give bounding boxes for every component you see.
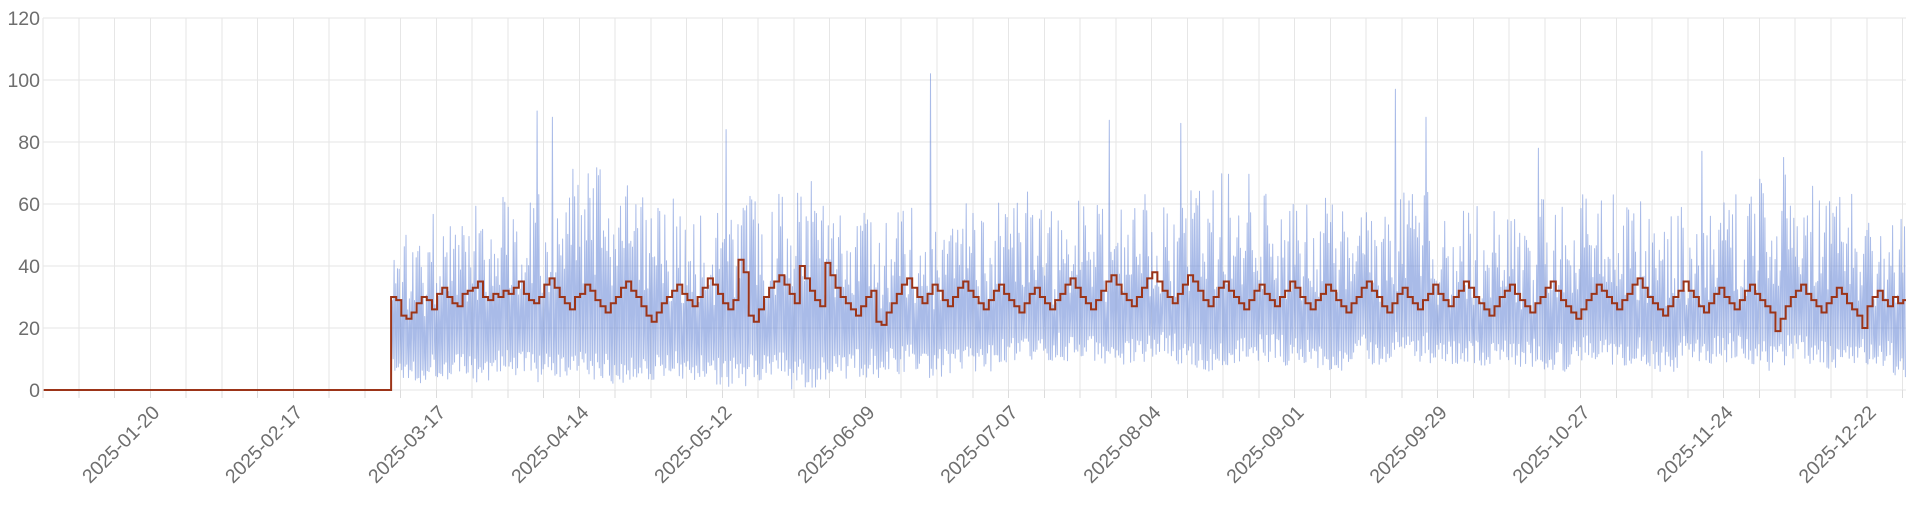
y-axis-label: 20 [18, 318, 40, 340]
y-axis-label: 60 [18, 194, 40, 216]
y-axis-label: 120 [7, 8, 40, 30]
y-axis-label: 100 [7, 70, 40, 92]
y-axis-label: 80 [18, 132, 40, 154]
daily-average-line [43, 258, 1906, 391]
y-axis-label: 40 [18, 256, 40, 278]
y-axis-label: 0 [29, 380, 40, 402]
